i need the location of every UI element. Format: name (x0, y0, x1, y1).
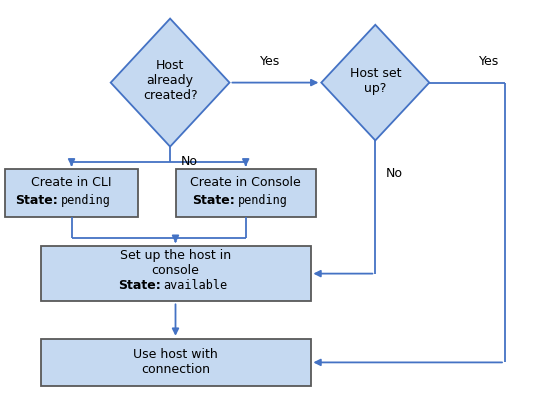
Text: Use host with
connection: Use host with connection (133, 349, 218, 376)
Text: pending: pending (60, 194, 111, 207)
Text: Create in CLI: Create in CLI (31, 176, 112, 189)
FancyBboxPatch shape (5, 169, 138, 217)
FancyBboxPatch shape (40, 339, 310, 386)
Text: pending: pending (238, 194, 287, 207)
Text: Host
already
created?: Host already created? (143, 59, 198, 102)
Text: Set up the host in
console: Set up the host in console (120, 249, 231, 277)
Polygon shape (321, 25, 429, 140)
Text: Yes: Yes (260, 55, 280, 68)
Text: State:: State: (192, 194, 235, 207)
Text: No: No (181, 155, 198, 168)
Text: available: available (164, 279, 228, 292)
Text: Host set
up?: Host set up? (349, 66, 401, 95)
Text: No: No (386, 167, 403, 180)
Polygon shape (111, 19, 230, 147)
Text: Yes: Yes (480, 55, 500, 68)
Text: State:: State: (118, 279, 160, 292)
FancyBboxPatch shape (176, 169, 316, 217)
Text: Create in Console: Create in Console (190, 176, 301, 189)
Text: State:: State: (15, 194, 58, 207)
FancyBboxPatch shape (40, 246, 310, 301)
